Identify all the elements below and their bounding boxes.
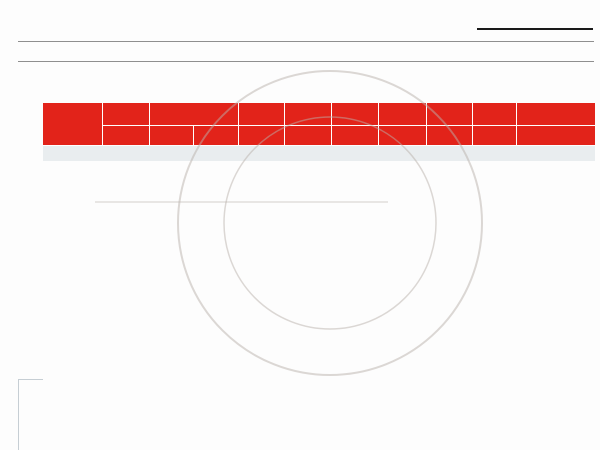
col-header-oil bbox=[472, 103, 517, 126]
unit-w bbox=[149, 125, 194, 145]
unit-cm3rev bbox=[378, 125, 427, 145]
unit-m3h bbox=[426, 125, 473, 145]
top-divider bbox=[18, 41, 594, 42]
unit-kw bbox=[238, 125, 285, 145]
sz-group-border bbox=[18, 379, 43, 450]
danfoss-logo bbox=[477, 9, 593, 30]
unit-kg bbox=[516, 125, 595, 145]
unit-dm3 bbox=[472, 125, 517, 145]
col-header-weight bbox=[516, 103, 595, 126]
unit-tr bbox=[102, 125, 150, 145]
partial-next-row bbox=[43, 145, 595, 162]
unit-btuh bbox=[193, 125, 239, 145]
unit-ww bbox=[284, 125, 332, 145]
table-header bbox=[43, 103, 595, 146]
col-header-eer bbox=[331, 103, 379, 126]
col-header-power bbox=[238, 103, 285, 126]
col-header-displacement bbox=[378, 103, 427, 126]
unit-btuhw bbox=[331, 125, 379, 145]
col-header-cop bbox=[284, 103, 332, 126]
spec-table-area bbox=[18, 103, 595, 450]
col-header-capacity bbox=[149, 103, 239, 126]
col-header-capacity-60hz bbox=[102, 103, 150, 126]
spec-table bbox=[43, 103, 595, 162]
header-divider bbox=[18, 61, 594, 62]
col-header-swept-volume bbox=[426, 103, 473, 126]
col-header-model bbox=[43, 103, 103, 146]
